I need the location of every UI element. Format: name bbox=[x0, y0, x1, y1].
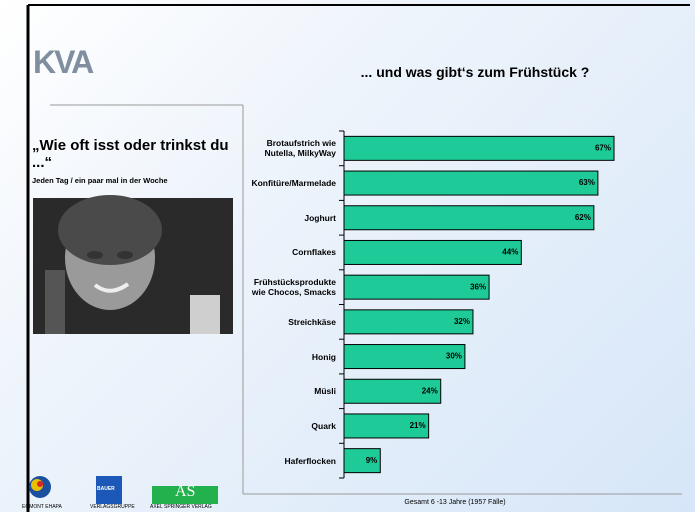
category-label: Brotaufstrich wie Nutella, MilkyWay bbox=[186, 138, 336, 158]
category-label: Quark bbox=[186, 421, 336, 431]
category-label: Cornflakes bbox=[186, 247, 336, 257]
bar bbox=[344, 136, 614, 160]
category-label: Frühstücksprodukte wie Chocos, Smacks bbox=[186, 277, 336, 297]
value-label: 44% bbox=[502, 248, 518, 257]
logo-mark: AS bbox=[175, 483, 195, 501]
category-label: Joghurt bbox=[186, 213, 336, 223]
logo-text: EGMONT EHAPA bbox=[22, 504, 62, 510]
footnote: Gesamt 6 -13 Jahre (1957 Fälle) bbox=[360, 499, 550, 506]
bar bbox=[344, 206, 594, 230]
category-label: Haferflocken bbox=[186, 456, 336, 466]
value-label: 24% bbox=[422, 386, 438, 395]
category-label: Streichkäse bbox=[186, 317, 336, 327]
value-label: 32% bbox=[454, 317, 470, 326]
bar bbox=[344, 171, 598, 195]
value-label: 21% bbox=[410, 421, 426, 430]
category-label: Honig bbox=[186, 352, 336, 362]
category-label: Konfitüre/Marmelade bbox=[186, 178, 336, 188]
bar bbox=[344, 275, 489, 299]
slide: 67% 63% 62% 44% 36% 32% 30% 24% 21% 9% KVA ... un… bbox=[0, 0, 695, 512]
value-label: 63% bbox=[579, 178, 595, 187]
value-label: 62% bbox=[575, 213, 591, 222]
subtitle: Jeden Tag / ein paar mal in der Woche bbox=[32, 176, 168, 185]
value-label: 67% bbox=[595, 143, 611, 152]
logo-mark: BAUER bbox=[97, 486, 115, 492]
value-label: 30% bbox=[446, 352, 462, 361]
logo-text: AXEL SPRINGER VERLAG bbox=[150, 504, 212, 510]
bar bbox=[344, 240, 521, 264]
category-label: Müsli bbox=[186, 386, 336, 396]
value-label: 36% bbox=[470, 282, 486, 291]
logo-text: VERLAGSGRUPPE bbox=[90, 504, 135, 510]
logo: KVA bbox=[33, 44, 92, 81]
chart-title: ... und was gibt‘s zum Frühstück ? bbox=[275, 64, 675, 80]
page: {"logo": "KVA", "sidebar": {"question": … bbox=[0, 0, 695, 512]
value-label: 9% bbox=[366, 456, 378, 465]
